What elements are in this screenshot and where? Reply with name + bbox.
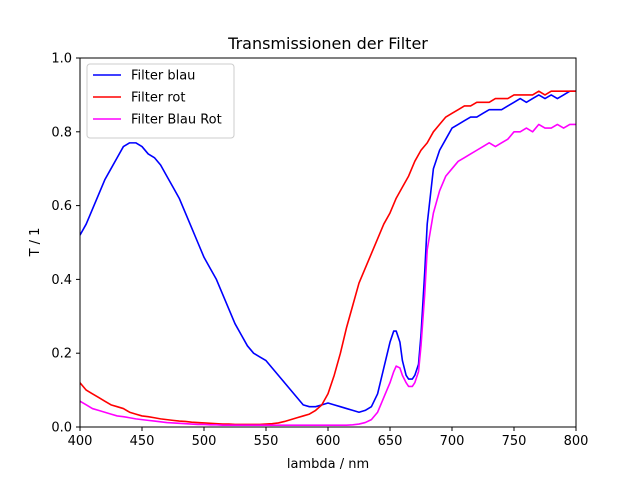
y-tick-label: 1.0 [51,52,72,67]
x-tick-label: 800 [564,434,589,449]
y-axis: 0.0 0.2 0.4 0.6 0.8 1.0 [51,52,80,436]
x-tick-label: 650 [378,434,403,449]
legend: Filter blau Filter rot Filter Blau Rot [86,63,235,139]
y-tick-label: 0.0 [51,421,72,436]
x-axis: 400 450 500 550 600 650 700 750 800 [68,427,589,449]
series-line-2 [80,90,576,426]
y-tick-label: 0.6 [51,199,72,214]
legend-box [86,63,235,139]
y-tick-label: 0.2 [51,347,72,362]
legend-label-2: Filter rot [131,91,185,106]
plot-area [79,57,577,428]
y-axis-label: T / 1 [28,228,43,258]
x-tick-label: 500 [192,434,217,449]
x-tick-label: 750 [502,434,527,449]
x-tick-label: 600 [316,434,341,449]
x-axis-label: lambda / nm [287,457,369,472]
y-tick-label: 0.4 [51,273,72,288]
x-tick-label: 400 [68,434,93,449]
y-tick-label: 0.8 [51,125,72,140]
legend-label-1: Filter blau [131,69,195,84]
legend-label-3: Filter Blau Rot [131,113,222,128]
series-line-3 [80,123,576,426]
series-line-1 [80,90,576,414]
x-tick-label: 700 [440,434,465,449]
x-tick-label: 550 [254,434,279,449]
x-tick-label: 450 [130,434,155,449]
chart-title: Transmissionen der Filter [227,34,428,53]
